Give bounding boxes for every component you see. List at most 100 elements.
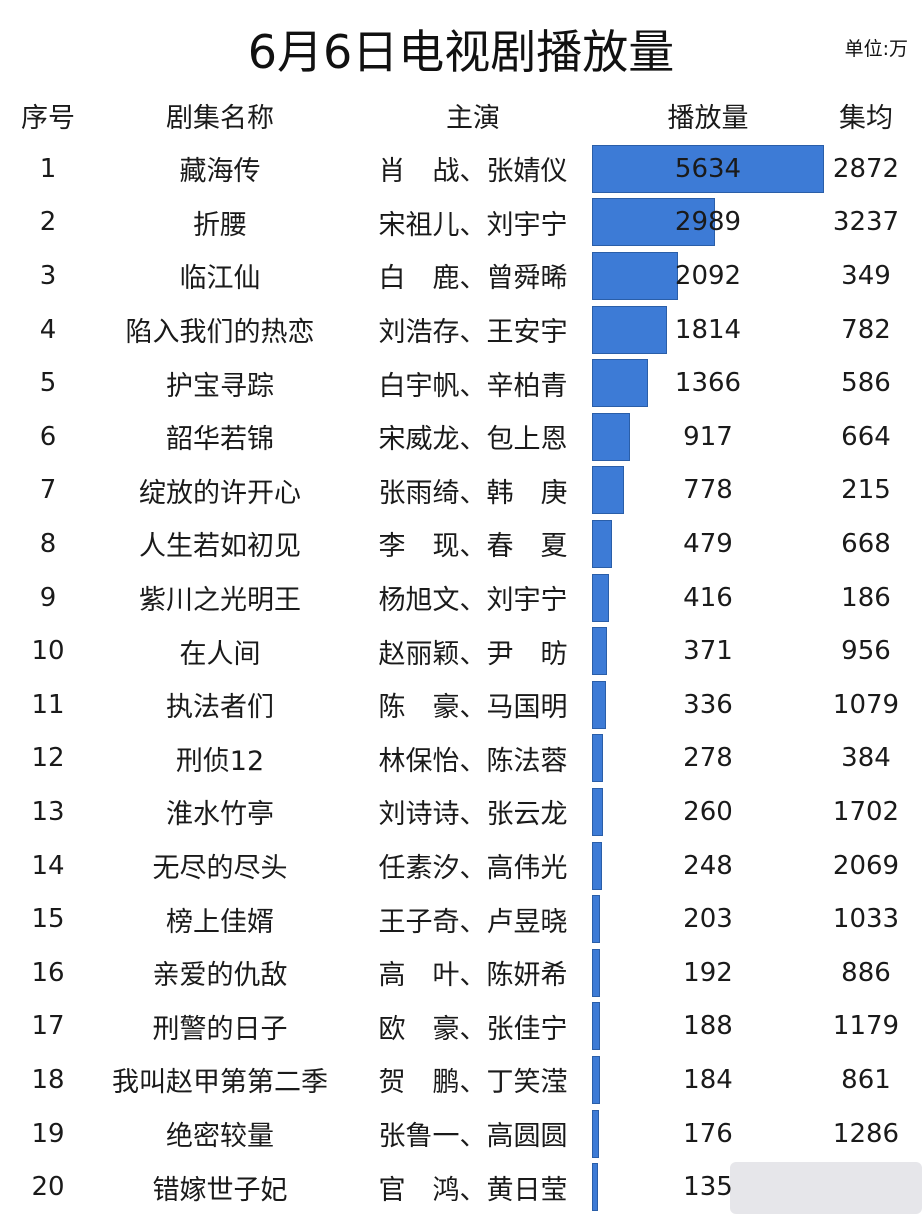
views-bar [592,144,824,193]
views-cell: 778 [683,475,733,506]
table-row: 19 绝密较量 张鲁一、高圆圆 176 1286 [0,1107,922,1161]
views-cell: 479 [683,528,733,559]
views-bar [592,734,604,783]
rank-cell: 10 [31,636,65,667]
avg-cell: 1079 [832,689,900,720]
table-row: 9 紫川之光明王 杨旭文、刘宇宁 416 186 [0,571,922,625]
drama-name-cell: 藏海传 [179,156,261,188]
views-bar [592,466,625,515]
rank-cell: 14 [31,850,65,881]
cast-cell: 肖 战、张婧仪 [378,156,568,188]
cast-cell: 白宇帆、辛柏青 [378,370,568,402]
table-row: 10 在人间 赵丽颖、尹 昉 371 956 [0,624,922,678]
views-cell: 2989 [674,207,742,238]
table-row: 16 亲爱的仇敌 高 叶、陈妍希 192 886 [0,946,922,1000]
avg-cell: 1286 [832,1118,900,1149]
cast-cell: 李 现、春 夏 [378,531,568,563]
views-cell: 278 [683,743,733,774]
table-row: 20 错嫁世子妃 官 鸿、黄日莹 135 [0,1160,922,1214]
drama-name-cell: 陷入我们的热恋 [125,317,315,349]
views-bar [592,519,612,568]
views-cell: 203 [683,904,733,935]
drama-name-cell: 榜上佳婿 [166,906,274,938]
unit-label: 单位:万 [844,38,908,60]
rank-cell: 4 [39,314,57,345]
views-bar [592,841,603,890]
rank-cell: 13 [31,796,65,827]
views-bar [592,359,649,408]
table-row: 11 执法者们 陈 豪、马国明 336 1079 [0,678,922,732]
views-bar [592,948,600,997]
avg-cell: 668 [841,528,891,559]
watermark-blur [730,1162,922,1214]
views-cell: 135 [683,1172,733,1203]
avg-cell: 586 [841,368,891,399]
cast-cell: 刘浩存、王安宇 [378,317,568,349]
views-cell: 248 [683,850,733,881]
drama-name-cell: 淮水竹亭 [166,799,274,831]
rank-cell: 6 [39,421,57,452]
avg-cell: 215 [841,475,891,506]
views-bar [592,412,630,461]
drama-name-cell: 绽放的许开心 [139,477,301,509]
rank-cell: 1 [39,153,57,184]
views-cell: 1366 [674,368,742,399]
avg-cell: 349 [841,260,891,291]
views-bar [592,251,679,300]
table-row: 2 折腰 宋祖儿、刘宇宁 2989 3237 [0,196,922,250]
views-cell: 917 [683,421,733,452]
table-header: 序号 剧集名称 主演 播放量 集均 [0,88,922,142]
cast-cell: 陈 豪、马国明 [378,692,568,724]
avg-cell: 2069 [832,850,900,881]
avg-cell: 886 [841,957,891,988]
table-row: 1 藏海传 肖 战、张婧仪 5634 2872 [0,142,922,196]
table-row: 3 临江仙 白 鹿、曾舜晞 2092 349 [0,249,922,303]
table-row: 7 绽放的许开心 张雨绮、韩 庚 778 215 [0,464,922,518]
cast-cell: 任素汐、高伟光 [378,853,568,885]
views-cell: 176 [683,1118,733,1149]
drama-name-cell: 刑侦12 [175,745,265,777]
avg-cell: 782 [841,314,891,345]
rank-cell: 18 [31,1064,65,1095]
avg-cell: 3237 [832,207,900,238]
cast-cell: 高 叶、陈妍希 [378,960,568,992]
drama-name-cell: 护宝寻踪 [166,370,274,402]
avg-cell: 956 [841,636,891,667]
table-row: 5 护宝寻踪 白宇帆、辛柏青 1366 586 [0,356,922,410]
views-bar [592,573,610,622]
avg-cell: 664 [841,421,891,452]
header-views: 播放量 [667,102,749,134]
views-cell: 260 [683,796,733,827]
cast-cell: 王子奇、卢昱晓 [378,906,568,938]
views-bar [592,1163,598,1212]
cast-cell: 赵丽颖、尹 昉 [378,638,568,670]
cast-cell: 白 鹿、曾舜晞 [378,263,568,295]
table-row: 12 刑侦12 林保怡、陈法蓉 278 384 [0,732,922,786]
avg-cell: 186 [841,582,891,613]
drama-name-cell: 我叫赵甲第第二季 [112,1067,328,1099]
table-row: 14 无尽的尽头 任素汐、高伟光 248 2069 [0,839,922,893]
rank-cell: 16 [31,957,65,988]
views-cell: 1814 [674,314,742,345]
avg-cell: 1179 [832,1011,900,1042]
drama-name-cell: 刑警的日子 [152,1013,288,1045]
views-cell: 184 [683,1064,733,1095]
rank-cell: 20 [31,1172,65,1203]
drama-name-cell: 紫川之光明王 [139,585,301,617]
cast-cell: 官 鸿、黄日莹 [378,1174,568,1206]
views-bar [592,1109,600,1158]
header-cast: 主演 [446,102,500,134]
drama-name-cell: 亲爱的仇敌 [152,960,288,992]
views-cell: 5634 [674,153,742,184]
drama-name-cell: 临江仙 [179,263,261,295]
rank-cell: 2 [39,207,57,238]
views-cell: 2092 [674,260,742,291]
rank-cell: 9 [39,582,57,613]
cast-cell: 宋威龙、包上恩 [378,424,568,456]
cast-cell: 贺 鹏、丁笑滢 [378,1067,568,1099]
views-bar [592,198,716,247]
avg-cell: 2872 [832,153,900,184]
drama-name-cell: 绝密较量 [166,1121,274,1153]
table-row: 4 陷入我们的热恋 刘浩存、王安宇 1814 782 [0,303,922,357]
avg-cell: 384 [841,743,891,774]
